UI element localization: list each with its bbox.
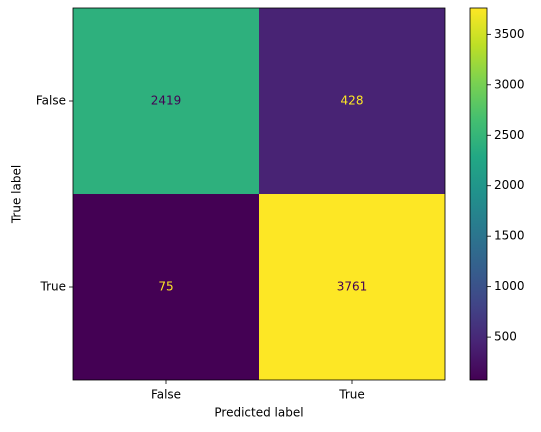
x-tick-label: False	[151, 388, 181, 402]
colorbar-tick-label: 3000	[494, 77, 525, 91]
y-tick-label: True	[40, 280, 67, 294]
y-tick-label: False	[36, 94, 66, 108]
plot-frame	[72, 7, 446, 381]
colorbar	[469, 7, 488, 381]
colorbar-tick-label: 1000	[494, 279, 525, 293]
colorbar-tick-label: 1500	[494, 229, 525, 243]
x-tick-label: True	[338, 388, 365, 402]
cell-value-label: 428	[341, 94, 364, 108]
cell-value-label: 2419	[151, 94, 182, 108]
colorbar-tick-label: 3500	[494, 27, 525, 41]
cell-value-label: 75	[158, 280, 173, 294]
y-axis-label: True label	[10, 165, 24, 224]
colorbar-tick-label: 2500	[494, 128, 525, 142]
heatmap-cell	[73, 194, 259, 380]
colorbar-tick-label: 2000	[494, 178, 525, 192]
heatmap-cell	[73, 8, 259, 194]
colorbar-tick-label: 500	[494, 330, 517, 344]
heatmap-cell	[259, 8, 445, 194]
heatmap-cell	[259, 194, 445, 380]
cell-value-label: 3761	[337, 280, 368, 294]
x-axis-label: Predicted label	[214, 406, 303, 420]
